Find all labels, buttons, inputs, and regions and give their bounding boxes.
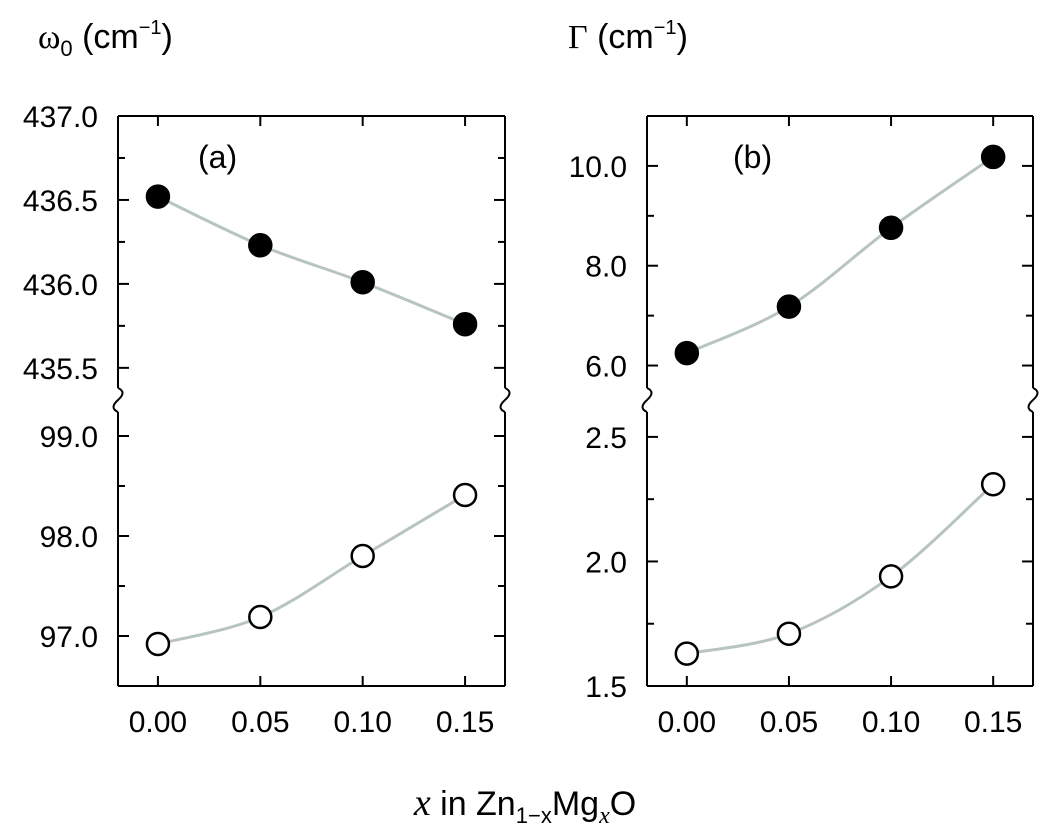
panel-a-ylabel-unit: (cm (73, 18, 139, 56)
panel-b-lower-y-tick-label: 2.0 (585, 546, 627, 579)
panel-a-axis-break-left (112, 387, 124, 413)
panel-b-x-tick-label: 0.10 (862, 706, 920, 739)
panel-b-upper-point-0 (674, 340, 700, 366)
panel-b-upper-y-tick-label: 8.0 (585, 251, 627, 284)
x-axis-title-o: O (610, 785, 636, 823)
x-axis-title-sub2: x (598, 803, 610, 829)
panel-b-lower-point-2 (878, 564, 904, 589)
panel-a-x-tick-label: 0.10 (333, 706, 391, 739)
panel-a-upper-y-tick-label: 437.0 (23, 101, 98, 134)
panel-a-lower-point-1 (248, 604, 273, 630)
panel-a-upper-y-tick-label: 436.0 (23, 269, 98, 302)
panel-a-lower-point-2 (350, 543, 375, 569)
panel-b-ylabel-unit: (cm (588, 18, 654, 56)
panel-a-ylabel-sub: 0 (60, 36, 72, 61)
panel-b-upper-y-tick-label: 6.0 (585, 351, 627, 384)
panel-b-lower-y-tick-label: 2.5 (585, 422, 627, 455)
panel-b-axis-break-right (1027, 387, 1039, 413)
panel-a-upper-y-tick-label: 436.5 (23, 185, 98, 218)
panel-a-upper-point-2 (350, 269, 375, 295)
panel-a-lower-point-0 (145, 631, 171, 657)
panel-a-lower-y-tick-label: 99.0 (40, 421, 98, 454)
panel-a-lower-y-tick-label: 97.0 (40, 621, 98, 654)
panel-a-label: (a) (198, 139, 237, 175)
panel-a: ω0 (cm−1) (a) 0.00 0.05 0.10 0.15 435.5 436.0… (23, 17, 511, 739)
panel-b-label: (b) (733, 139, 772, 175)
panel-a-lower-y-tick-label: 98.0 (40, 521, 98, 554)
panel-b-upper-point-1 (776, 294, 802, 319)
panel-b-lower-y-tick-label: 1.5 (585, 671, 627, 704)
x-axis-title-mg: Mg (552, 785, 599, 823)
panel-a-upper-point-3 (452, 311, 478, 337)
panel-a-x-tick-label: 0.05 (231, 706, 289, 739)
panel-b-upper-y-tick-label: 10.0 (569, 151, 627, 184)
panel-b-upper-point-2 (878, 215, 904, 241)
panel-b-lower-point-3 (980, 471, 1006, 497)
x-axis-title: x in Zn1−xMgxO (413, 782, 636, 829)
panel-b-x-tick-label: 0.05 (760, 706, 818, 739)
panel-a-upper-point-1 (248, 233, 273, 258)
panel-b-upper-fit-line (686, 155, 995, 355)
panel-b-ylabel-close: ) (677, 18, 688, 56)
panel-b-upper-point-3 (980, 144, 1006, 170)
panel-a-ylabel-symbol: ω (38, 19, 60, 56)
x-axis-title-var: x (413, 782, 431, 824)
panel-b-lower-point-1 (776, 621, 802, 646)
panel-b: Γ (cm−1) (b) 0.00 0.05 0.10 0.15 6.0 8.0 10.0 1… (568, 17, 1039, 739)
x-axis-title-sub1: 1−x (516, 803, 552, 828)
panel-a-ylabel: ω0 (cm−1) (38, 17, 173, 61)
panel-b-x-tick-label: 0.15 (964, 706, 1022, 739)
panel-a-ylabel-close: ) (162, 18, 173, 56)
panel-b-lower-fit-line (686, 483, 995, 656)
panel-a-lower-fit-line (157, 493, 466, 646)
panel-b-ylabel-sup: −1 (654, 17, 677, 39)
panel-b-ylabel: Γ (cm−1) (568, 17, 688, 56)
panel-a-x-tick-label: 0.15 (436, 706, 494, 739)
panel-b-axis-break-left (641, 387, 653, 413)
panel-a-lower-point-3 (452, 482, 478, 508)
panel-b-lower-point-0 (674, 641, 700, 666)
panel-a-ylabel-sup: −1 (139, 17, 162, 39)
panel-a-upper-y-tick-label: 435.5 (23, 353, 98, 386)
panel-a-x-tick-label: 0.00 (129, 706, 187, 739)
panel-a-axis-break-right (499, 387, 511, 413)
panel-b-x-tick-label: 0.00 (658, 706, 716, 739)
panel-a-upper-fit-line (157, 195, 466, 326)
panel-a-upper-point-0 (145, 184, 171, 209)
panel-b-ylabel-symbol: Γ (568, 19, 588, 56)
x-axis-title-in: in Zn (431, 785, 516, 823)
